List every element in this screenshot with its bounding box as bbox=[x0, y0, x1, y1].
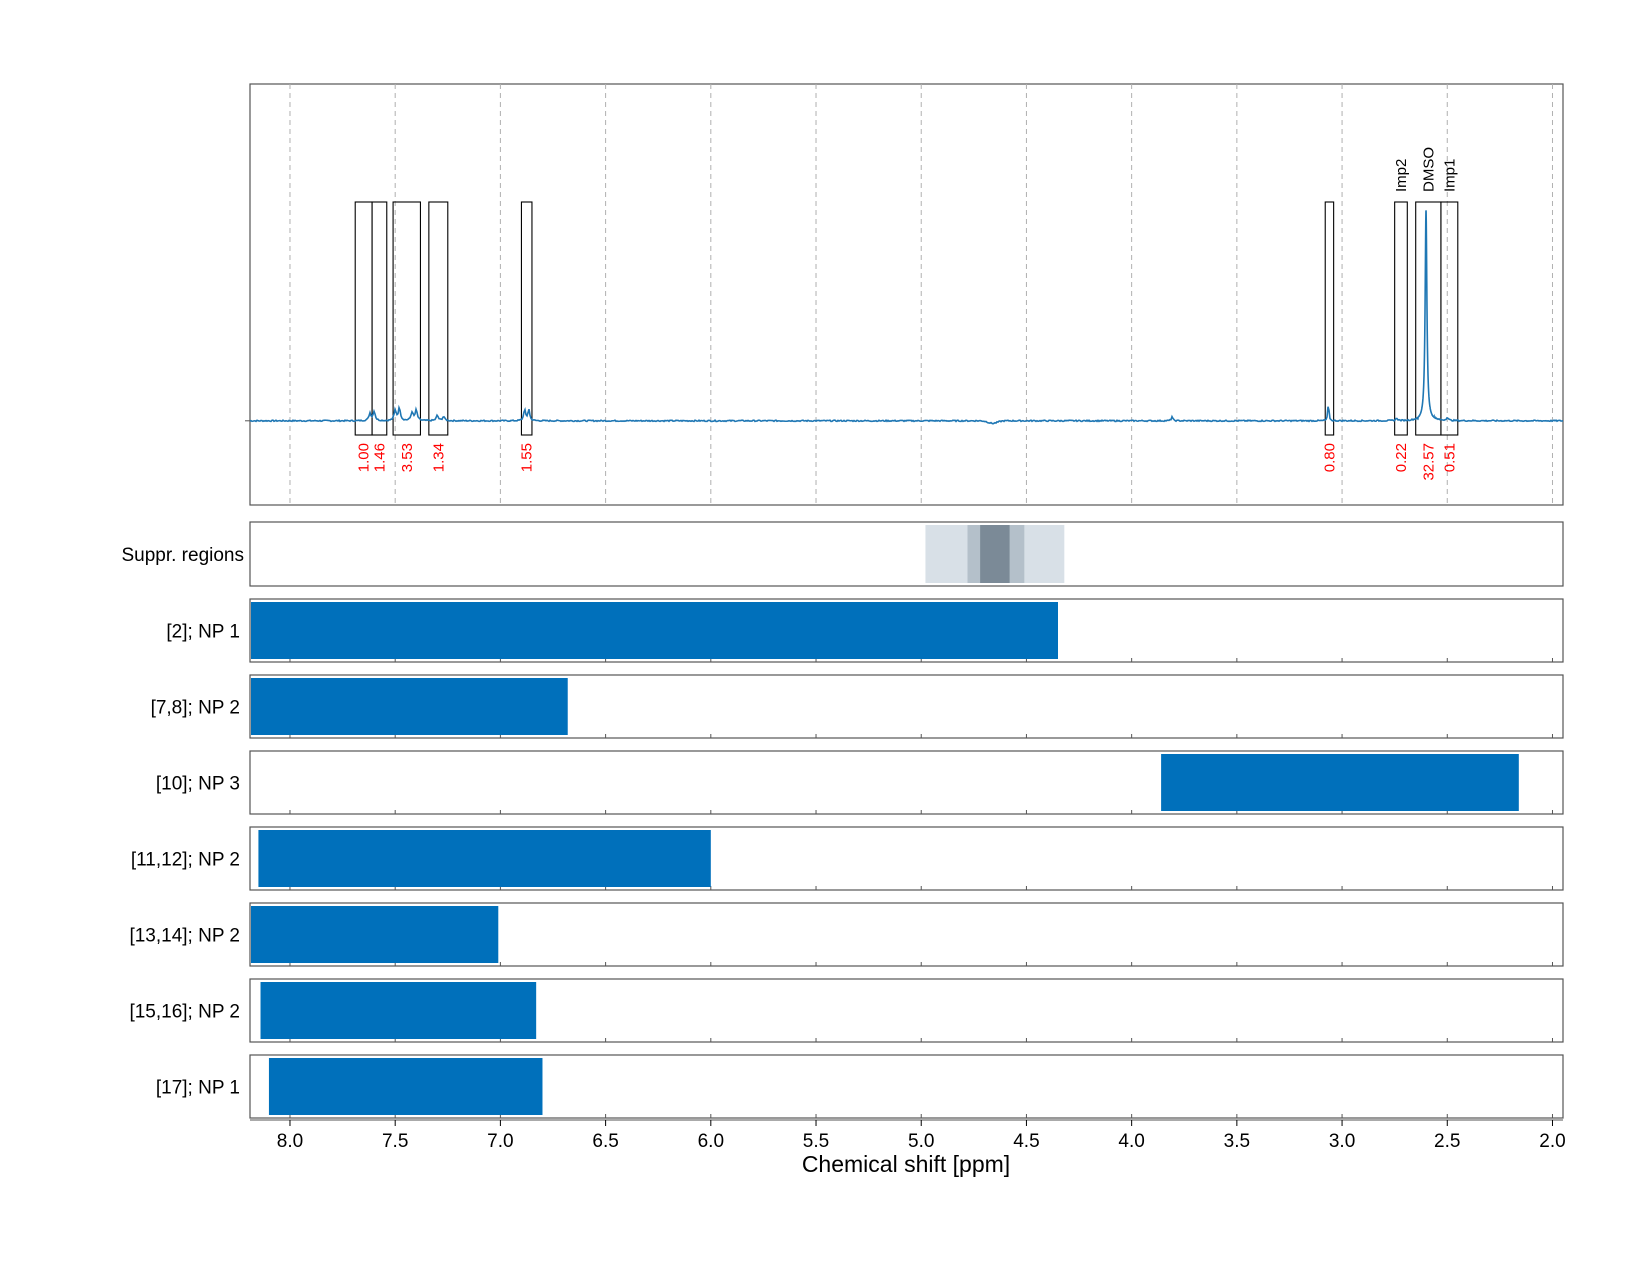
x-axis-title: Chemical shift [ppm] bbox=[802, 1151, 1010, 1177]
row-label: [17]; NP 1 bbox=[156, 1078, 240, 1099]
range-bar bbox=[260, 982, 537, 1039]
range-bar-row: [11,12]; NP 2 bbox=[131, 826, 1564, 891]
x-tick-label: 2.5 bbox=[1434, 1131, 1460, 1152]
suppression-regions-panel: Suppr. regions bbox=[121, 521, 1564, 587]
range-bar bbox=[258, 830, 711, 887]
x-axis: 8.0 7.5 7.0 6.5 6.0 5.5 5.0 4.5 4.0 3.5 3.0 2.5 2.0 bbox=[250, 1119, 1566, 1152]
range-bar-rows: [2]; NP 1 [7,8]; NP 2 [10]; NP 3 [11,12]; N… bbox=[129, 598, 1564, 1119]
integral-value: 0.51 bbox=[1441, 443, 1458, 472]
integral-value: 32.57 bbox=[1420, 443, 1437, 481]
x-tick-label: 2.0 bbox=[1539, 1131, 1565, 1152]
integral-value: 0.22 bbox=[1393, 443, 1410, 472]
x-tick-label: 8.0 bbox=[277, 1131, 303, 1152]
suppression-label: Suppr. regions bbox=[121, 545, 244, 566]
integration-box bbox=[371, 201, 388, 436]
integral-value: 1.55 bbox=[519, 443, 536, 472]
integral-value: 0.80 bbox=[1321, 443, 1338, 472]
range-bar bbox=[268, 1058, 543, 1115]
integral-value: 1.46 bbox=[371, 443, 388, 472]
range-bar-row: [7,8]; NP 2 bbox=[151, 674, 1564, 739]
range-bar bbox=[251, 678, 568, 735]
spectrum-panel: 1.001.46 3.53 1.34 1.55 0.80 0.22 Imp2 32.57 DMS… bbox=[245, 83, 1564, 506]
x-tick-label: 5.0 bbox=[908, 1131, 934, 1152]
x-tick-label: 7.5 bbox=[382, 1131, 408, 1152]
integration-box bbox=[1394, 201, 1408, 436]
range-bar bbox=[251, 906, 499, 963]
range-bar-row: [17]; NP 1 bbox=[156, 1054, 1564, 1119]
integration-box bbox=[1324, 201, 1335, 436]
row-label: [15,16]; NP 2 bbox=[129, 1002, 240, 1023]
row-label: [10]; NP 3 bbox=[156, 774, 240, 795]
x-tick-label: 5.5 bbox=[803, 1131, 829, 1152]
spectrum-trace bbox=[249, 210, 1564, 425]
peak-name: DMSO bbox=[1420, 147, 1437, 192]
integral-value: 3.53 bbox=[399, 443, 416, 472]
range-bar-row: [13,14]; NP 2 bbox=[129, 902, 1564, 967]
x-tick-label: 3.5 bbox=[1224, 1131, 1250, 1152]
x-tick-label: 6.5 bbox=[592, 1131, 618, 1152]
x-tick-label: 3.0 bbox=[1329, 1131, 1355, 1152]
spectrum-frame bbox=[249, 83, 1564, 506]
integral-value: 1.34 bbox=[430, 443, 447, 472]
peak-name: Imp2 bbox=[1393, 159, 1410, 192]
x-tick-label: 4.0 bbox=[1118, 1131, 1144, 1152]
integration-box bbox=[428, 201, 449, 436]
integration-box bbox=[1440, 201, 1459, 436]
range-bar bbox=[1161, 754, 1519, 811]
row-label: [2]; NP 1 bbox=[166, 622, 240, 643]
x-tick-label: 6.0 bbox=[698, 1131, 724, 1152]
integration-box bbox=[392, 201, 421, 436]
suppression-band bbox=[980, 525, 1010, 583]
row-label: [13,14]; NP 2 bbox=[129, 926, 240, 947]
range-bar-row: [10]; NP 3 bbox=[156, 750, 1564, 815]
row-label: [7,8]; NP 2 bbox=[151, 698, 240, 719]
integration-box bbox=[520, 201, 533, 436]
x-tick-label: 7.0 bbox=[487, 1131, 513, 1152]
integral-value: 1.00 bbox=[356, 443, 373, 472]
range-bar-row: [15,16]; NP 2 bbox=[129, 978, 1564, 1043]
range-bar bbox=[251, 602, 1058, 659]
row-label: [11,12]; NP 2 bbox=[131, 850, 240, 871]
peak-name: Imp1 bbox=[1441, 159, 1458, 192]
x-tick-label: 4.5 bbox=[1013, 1131, 1039, 1152]
range-bar-row: [2]; NP 1 bbox=[166, 598, 1564, 663]
suppression-frame bbox=[249, 521, 1564, 587]
